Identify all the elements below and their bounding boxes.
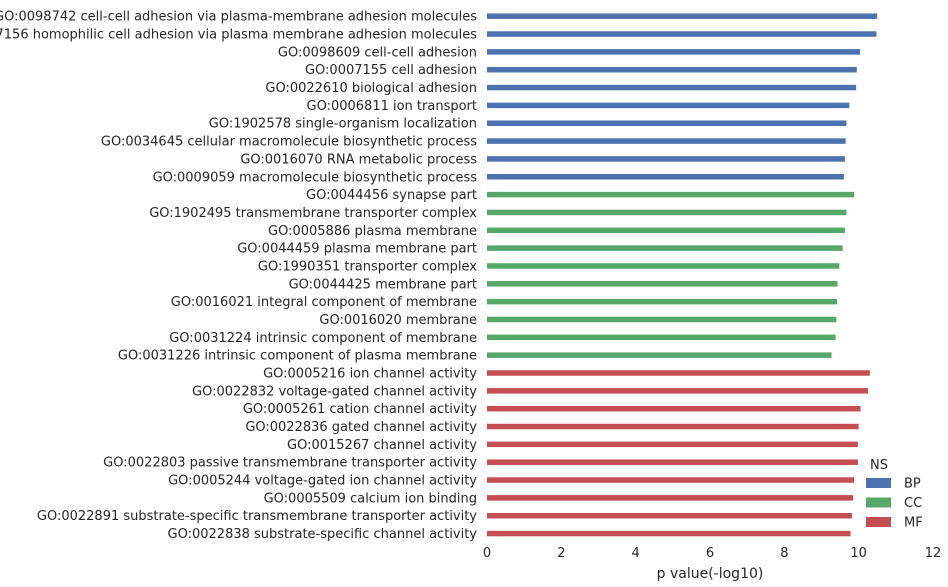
y-tick-label: GO:0044456 synapse part: [306, 188, 477, 203]
y-tick-label: GO:0005261 cation channel activity: [243, 402, 477, 417]
bar-mf: [487, 530, 851, 537]
legend: NS BP CC MF: [866, 458, 923, 531]
y-tick-label: GO:0005244 voltage-gated ion channel act…: [168, 474, 477, 489]
x-axis-label: p value(-log10): [657, 566, 764, 582]
bar-cc: [487, 263, 840, 269]
y-tick-label: GO:0005886 plasma membrane: [268, 224, 477, 239]
x-tick-label: 4: [632, 546, 640, 561]
bar-mf: [487, 405, 861, 412]
legend-label-mf: MF: [904, 516, 923, 531]
y-tick-labels: GO:0098742 cell-cell adhesion via plasma…: [0, 10, 477, 542]
y-tick-label: GO:0022803 passive transmembrane transpo…: [103, 456, 477, 471]
bar-bp: [487, 102, 850, 109]
legend-title: NS: [870, 458, 888, 473]
y-tick-label: GO:0016021 integral component of membran…: [171, 295, 477, 310]
y-tick-label: GO:0005216 ion channel activity: [263, 367, 477, 382]
bar-cc: [487, 209, 847, 216]
bar-bp: [487, 13, 878, 19]
legend-swatch-cc: [866, 497, 891, 508]
y-tick-label: GO:0022836 gated channel activity: [245, 420, 477, 435]
bar-mf: [487, 423, 859, 430]
y-tick-label: GO:0022832 voltage-gated channel activit…: [192, 384, 477, 399]
x-tick-label: 2: [557, 546, 565, 561]
bar-mf: [487, 441, 858, 448]
y-tick-label: GO:0007156 homophilic cell adhesion via …: [0, 28, 477, 43]
y-tick-label: GO:0005509 calcium ion binding: [264, 491, 477, 506]
y-tick-label: GO:1990351 transporter complex: [258, 259, 477, 274]
y-tick-label: GO:0098742 cell-cell adhesion via plasma…: [0, 10, 477, 25]
x-tick-label: 12: [925, 546, 942, 561]
y-tick-label: GO:0044459 plasma membrane part: [237, 242, 477, 257]
y-tick-label: GO:0022891 substrate-specific transmembr…: [37, 509, 477, 524]
y-tick-label: GO:1902495 transmembrane transporter com…: [149, 206, 477, 221]
x-tick-labels: 0 2 4 6 8 10 12: [483, 546, 941, 561]
bar-bp: [487, 156, 845, 162]
bar-mf: [487, 477, 855, 483]
legend-label-cc: CC: [904, 496, 922, 511]
bar-cc: [487, 316, 837, 323]
x-tick-label: 0: [483, 546, 491, 561]
bar-bp: [487, 49, 861, 55]
y-tick-label: GO:0007155 cell adhesion: [305, 63, 477, 78]
bar-cc: [487, 191, 855, 198]
bar-mf: [487, 388, 868, 394]
y-tick-label: GO:0016070 RNA metabolic process: [240, 152, 477, 167]
y-tick-label: GO:1902578 single-organism localization: [209, 117, 477, 132]
bars-group: [487, 13, 878, 537]
y-tick-label: GO:0031226 intrinsic component of plasma…: [118, 349, 477, 364]
bar-cc: [487, 298, 838, 305]
y-tick-label: GO:0015267 channel activity: [287, 438, 477, 453]
bar-bp: [487, 120, 847, 126]
bar-cc: [487, 245, 843, 251]
x-tick-label: 6: [706, 546, 714, 561]
bar-mf: [487, 370, 870, 376]
y-tick-label: GO:0098609 cell-cell adhesion: [278, 45, 477, 60]
y-tick-label: GO:0022838 substrate-specific channel ac…: [168, 527, 478, 542]
bar-cc: [487, 334, 836, 341]
bar-cc: [487, 227, 845, 234]
bar-bp: [487, 31, 877, 37]
y-tick-label: GO:0006811 ion transport: [307, 99, 478, 114]
y-tick-label: GO:0031224 intrinsic component of membra…: [169, 331, 477, 346]
x-tick-label: 10: [850, 546, 867, 561]
y-tick-label: GO:0009059 macromolecule biosynthetic pr…: [153, 170, 478, 185]
legend-items: BP CC MF: [866, 477, 923, 531]
legend-swatch-bp: [866, 478, 891, 488]
y-tick-label: GO:0022610 biological adhesion: [265, 81, 477, 96]
x-tick-label: 8: [780, 546, 788, 561]
bar-bp: [487, 84, 857, 91]
bar-bp: [487, 138, 846, 144]
y-tick-label: GO:0034645 cellular macromolecule biosyn…: [101, 135, 477, 150]
legend-swatch-mf: [866, 517, 891, 527]
bar-cc: [487, 281, 838, 287]
y-tick-label: GO:0016020 membrane: [319, 313, 477, 328]
bar-mf: [487, 459, 858, 465]
bar-bp: [487, 174, 844, 180]
y-tick-label: GO:0044425 membrane part: [289, 277, 477, 292]
bar-bp: [487, 66, 857, 73]
bar-mf: [487, 495, 854, 501]
bar-mf: [487, 512, 852, 519]
legend-label-bp: BP: [904, 477, 921, 492]
bar-cc: [487, 352, 832, 358]
